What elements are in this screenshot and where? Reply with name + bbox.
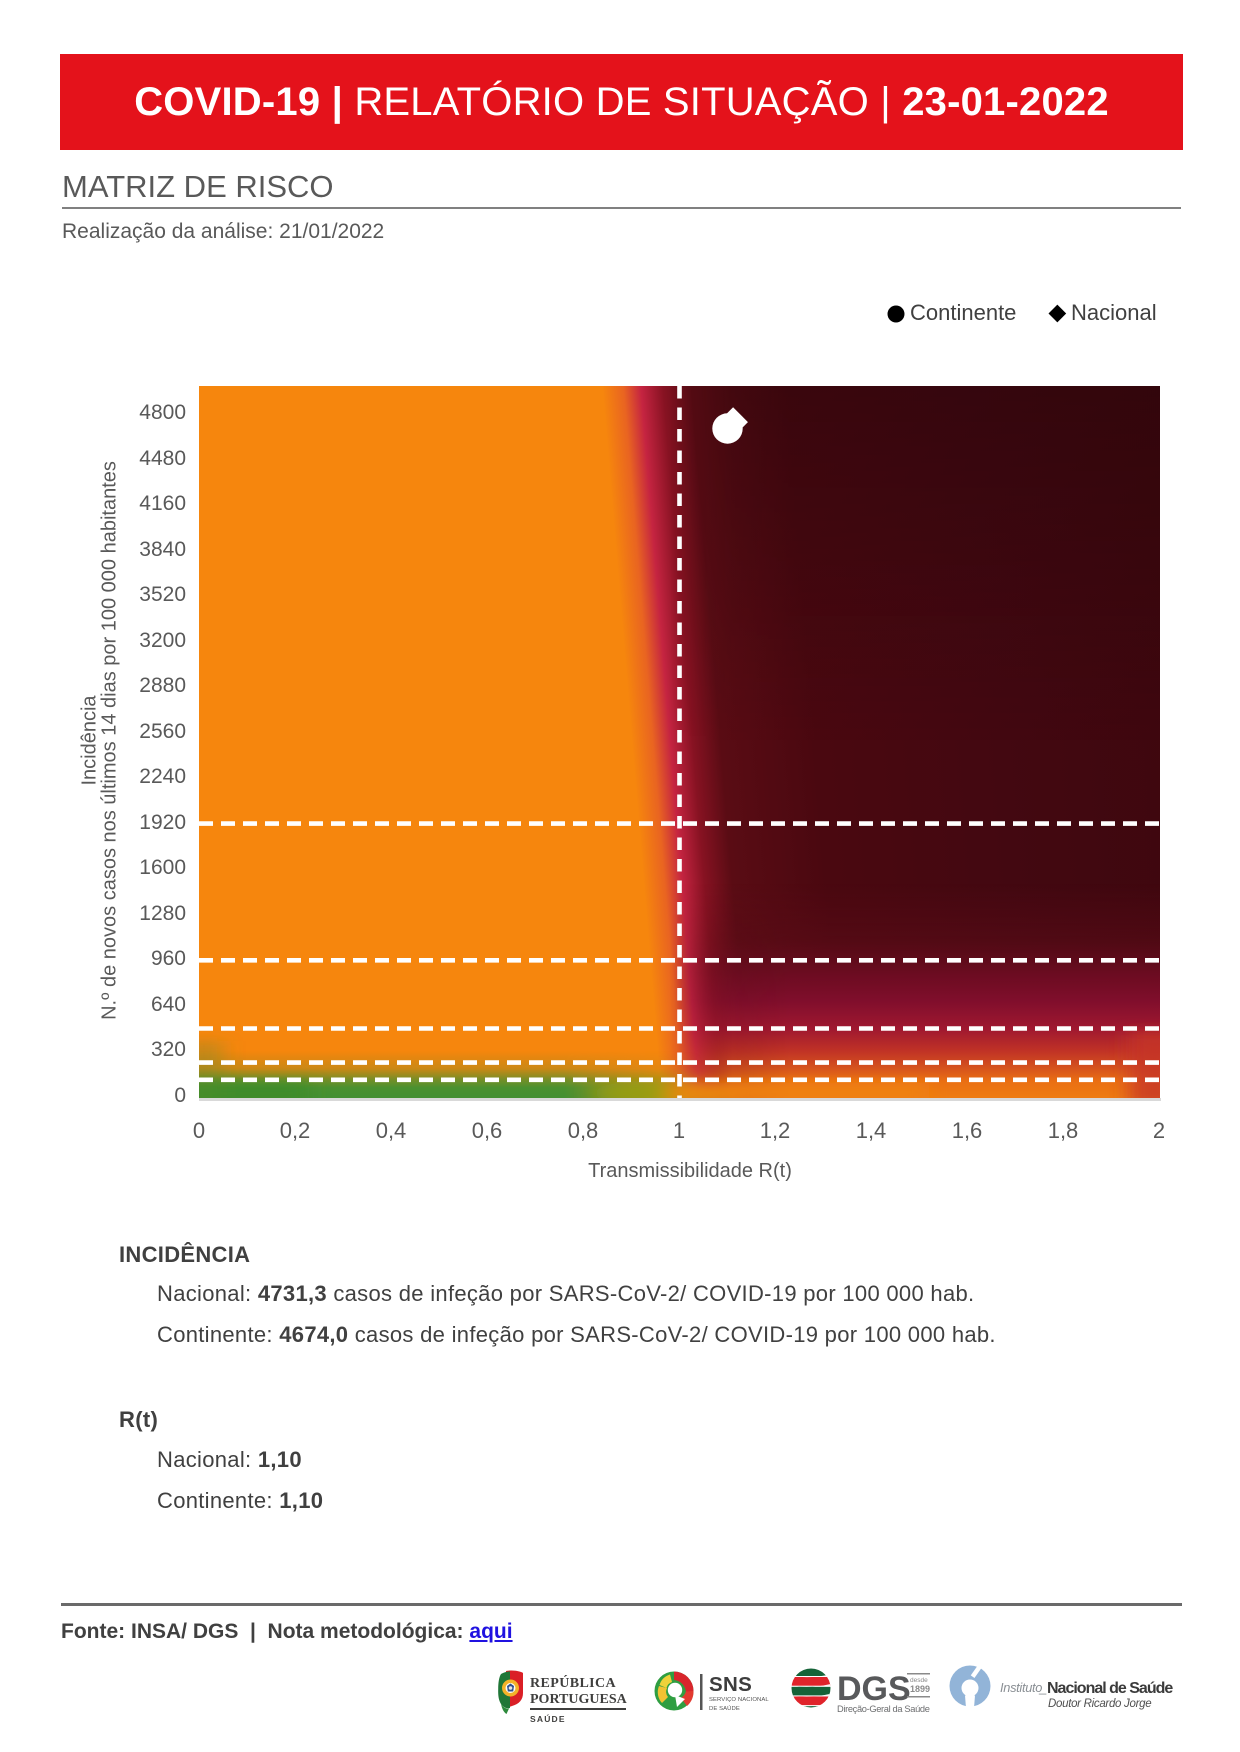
svg-text:SNS: SNS [709,1673,752,1696]
svg-text:1899: 1899 [910,1684,930,1694]
svg-text:Nacional de Saúde: Nacional de Saúde [1047,1680,1173,1697]
svg-text:SAÚDE: SAÚDE [530,1713,566,1724]
svg-text:Direção-Geral da Saúde: Direção-Geral da Saúde [837,1704,930,1714]
svg-text:SERVIÇO NACIONAL: SERVIÇO NACIONAL [709,1697,769,1703]
svg-text:REPÚBLICA: REPÚBLICA [530,1674,617,1691]
svg-text:DGS: DGS [837,1670,911,1708]
svg-text:Instituto: Instituto [1000,1680,1042,1695]
svg-text:_: _ [1038,1680,1047,1695]
svg-text:PORTUGUESA: PORTUGUESA [530,1692,628,1707]
svg-text:desde: desde [910,1677,928,1684]
svg-text:DE SAÚDE: DE SAÚDE [709,1705,740,1712]
svg-text:Doutor Ricardo Jorge: Doutor Ricardo Jorge [1048,1698,1151,1710]
